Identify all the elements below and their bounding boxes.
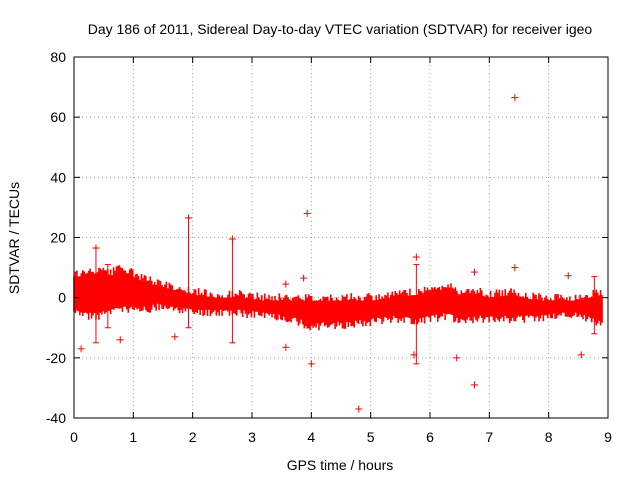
data-band — [73, 265, 603, 331]
data-point — [564, 272, 572, 280]
data-point — [77, 345, 85, 353]
y-tick-label: 40 — [50, 169, 66, 185]
x-tick-label: 4 — [307, 429, 315, 445]
data-point — [282, 280, 290, 288]
data-point — [185, 214, 193, 222]
outlier-points — [77, 94, 585, 413]
y-axis-label: SDTVAR / TECUs — [6, 182, 22, 294]
data-point — [307, 360, 315, 368]
x-axis-label: GPS time / hours — [287, 457, 394, 473]
data-point — [228, 235, 236, 243]
y-tick-label: -40 — [46, 410, 66, 426]
data-point — [471, 268, 478, 276]
data-point — [412, 253, 420, 261]
x-tick-label: 5 — [367, 429, 375, 445]
y-axis-ticks: -40 -20 0 20 40 60 80 — [46, 49, 608, 426]
y-tick-label: 60 — [50, 109, 66, 125]
x-tick-label: 7 — [485, 429, 493, 445]
y-tick-label: 80 — [50, 49, 66, 65]
data-point — [511, 94, 519, 102]
data-point — [92, 244, 100, 252]
x-tick-label: 2 — [189, 429, 197, 445]
data-point — [116, 336, 124, 344]
x-axis-ticks: 0 1 2 3 4 5 6 7 8 9 — [70, 57, 612, 445]
data-point — [171, 333, 179, 341]
data-point — [471, 381, 478, 389]
data-point — [577, 351, 585, 359]
data-point — [303, 209, 311, 217]
data-point — [355, 405, 363, 413]
y-tick-label: 0 — [58, 290, 66, 306]
data-point — [300, 274, 308, 282]
chart-title: Day 186 of 2011, Sidereal Day-to-day VTE… — [88, 21, 593, 37]
x-tick-label: 9 — [604, 429, 612, 445]
band-core — [74, 270, 603, 325]
x-tick-label: 0 — [70, 429, 78, 445]
data-point — [511, 264, 519, 272]
x-tick-label: 6 — [426, 429, 434, 445]
error-bars — [92, 217, 598, 365]
data-point — [410, 351, 418, 359]
x-tick-label: 3 — [248, 429, 256, 445]
data-point — [282, 343, 290, 351]
x-tick-label: 8 — [545, 429, 553, 445]
y-tick-label: -20 — [46, 350, 66, 366]
data-point — [453, 354, 461, 362]
x-tick-label: 1 — [129, 429, 137, 445]
y-tick-label: 20 — [50, 230, 66, 246]
